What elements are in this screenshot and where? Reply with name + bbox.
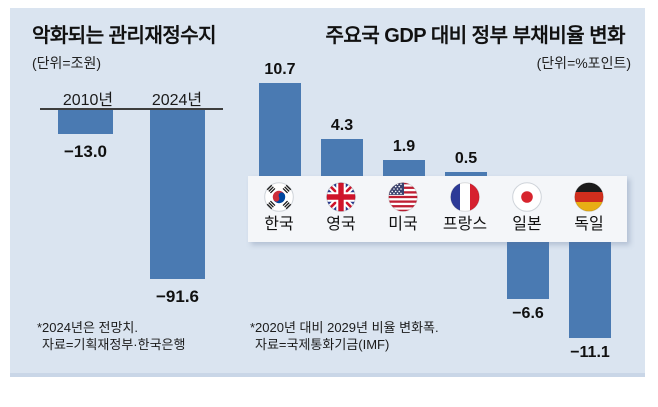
country-strip: 한국 영국	[248, 176, 627, 242]
country-label-japan: 일본	[512, 216, 542, 233]
left-chart-category-2024: 2024년	[151, 92, 203, 109]
country-label-korea: 한국	[264, 216, 294, 233]
right-chart-footnote-note: *2020년 대비 2029년 비율 변화폭.	[250, 320, 439, 335]
france-flag-icon	[450, 182, 480, 212]
right-chart-value-france: 0.5	[454, 149, 478, 167]
united-kingdom-flag-icon	[326, 182, 356, 212]
right-chart-bar-uk	[321, 138, 363, 176]
right-chart-title: 주요국 GDP 대비 정부 부채비율 변화	[325, 25, 626, 47]
left-chart-footnote-source: 자료=기획재정부·한국은행	[42, 337, 186, 352]
right-chart-value-usa: 1.9	[392, 137, 416, 155]
left-chart-value-2024: −91.6	[155, 287, 199, 307]
country-cell-korea: 한국	[248, 176, 310, 242]
united-states-flag-icon	[388, 182, 418, 212]
country-label-france: 프랑스	[442, 216, 488, 233]
country-cell-germany: 독일	[558, 176, 620, 242]
left-chart-unit-label: (단위=조원)	[32, 55, 102, 71]
country-cell-france: 프랑스	[434, 176, 496, 242]
left-chart-category-2010: 2010년	[62, 92, 114, 109]
left-chart-bar-2010	[58, 110, 113, 134]
country-label-usa: 미국	[388, 216, 418, 233]
right-chart-bar-japan	[507, 242, 549, 300]
country-label-germany: 독일	[574, 216, 604, 233]
japan-flag-icon	[512, 182, 542, 212]
left-chart-footnote-note: *2024년은 전망치.	[37, 320, 139, 335]
right-chart-value-uk: 4.3	[330, 116, 354, 134]
left-chart-value-2010: −13.0	[63, 142, 107, 161]
right-chart-unit-label: (단위=%포인트)	[536, 55, 631, 71]
panel-bottom-edge	[10, 373, 645, 377]
left-chart-footnote: *2024년은 전망치. 자료=기획재정부·한국은행	[37, 319, 185, 353]
right-chart-bar-usa	[383, 159, 425, 176]
right-chart-value-germany: −11.1	[570, 344, 610, 361]
right-chart-bar-korea	[259, 83, 301, 176]
right-chart-footnote-source: 자료=국제통화기금(IMF)	[255, 337, 390, 352]
left-chart-title: 악화되는 관리재정수지	[32, 25, 217, 47]
right-chart-footnote: *2020년 대비 2029년 비율 변화폭. 자료=국제통화기금(IMF)	[250, 319, 439, 353]
right-chart-value-japan: −6.6	[512, 305, 544, 323]
right-chart-bar-germany	[569, 242, 611, 338]
south-korea-flag-icon	[264, 182, 294, 212]
country-label-uk: 영국	[326, 216, 356, 233]
left-chart-bar-2024	[150, 110, 205, 280]
germany-flag-icon	[574, 182, 604, 212]
country-cell-japan: 일본	[496, 176, 558, 242]
chart-panel: 악화되는 관리재정수지 (단위=조원) 2010년 2024년 −13.0 −9…	[10, 8, 645, 377]
country-cell-usa: 미국	[372, 176, 434, 242]
country-cell-uk: 영국	[310, 176, 372, 242]
right-chart-value-korea: 10.7	[264, 61, 296, 79]
left-chart-zero-axis	[40, 108, 223, 110]
right-chart-bar-france	[445, 171, 487, 176]
